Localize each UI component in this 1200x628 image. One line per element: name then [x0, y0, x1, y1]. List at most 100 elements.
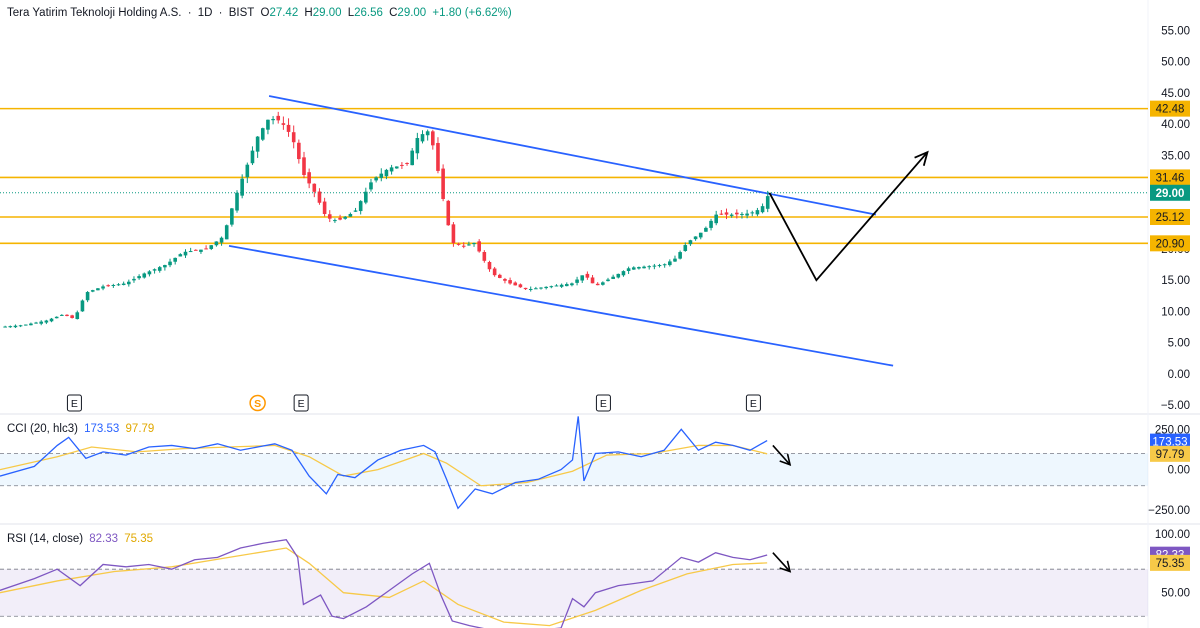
candle-body [90, 290, 95, 292]
candle-body [219, 237, 224, 243]
candle-body [389, 167, 394, 172]
candle-body [157, 267, 162, 271]
candle-body [23, 324, 28, 326]
candle-body [286, 124, 291, 132]
candle-body [606, 279, 610, 282]
candle-body [271, 118, 275, 121]
price-tick-label: 10.00 [1161, 306, 1190, 318]
candle-body [96, 288, 100, 291]
candle-body [209, 245, 214, 249]
candle-body [152, 269, 157, 271]
candle-body [436, 142, 440, 171]
candle-body [137, 276, 141, 279]
candles-group [3, 111, 770, 329]
candle-body [302, 157, 306, 175]
candle-body [662, 264, 667, 266]
cci-tick-label: 0.00 [1168, 465, 1190, 477]
candle-body [260, 128, 265, 140]
channel-upper-line [268, 95, 877, 216]
candle-body [147, 271, 152, 275]
candle-body [173, 257, 177, 262]
candle-body [740, 213, 744, 215]
split-event-marker [249, 394, 266, 412]
cci-legend: CCI (20, hlc3) 173.53 97.79 [7, 423, 157, 435]
price-tick-label: −5.00 [1161, 400, 1190, 412]
candle-body [384, 169, 389, 177]
high-value: 29.00 [312, 7, 342, 19]
candle-body [472, 243, 476, 245]
candle-body [626, 268, 631, 272]
high-label: H [304, 7, 313, 19]
candle-body [575, 279, 579, 283]
low-value: 26.56 [354, 7, 383, 19]
candle-body [631, 267, 636, 270]
earnings-event-marker [66, 394, 82, 412]
rsi-ma-value: 75.35 [124, 533, 154, 545]
candle-body [668, 261, 672, 266]
cci-band-fill [0, 453, 1148, 486]
candle-body [451, 224, 456, 244]
candle-body [487, 261, 492, 270]
price-legend: Tera Yatirim Teknoloji Holding A.S. · 1D… [7, 7, 512, 19]
candle-body [338, 217, 342, 220]
candle-body [116, 284, 121, 286]
candle-body [379, 173, 384, 178]
candle-body [585, 273, 590, 278]
rsi-ma-value-label: 75.35 [1156, 558, 1185, 570]
candle-body [70, 315, 74, 318]
candle-body [307, 172, 311, 184]
candle-body [49, 318, 54, 322]
cci-tick-label: 250.00 [1155, 424, 1190, 436]
open-label: O [260, 7, 270, 19]
cci-ma-line [0, 444, 768, 487]
change-value: +1.80 (+6.62%) [432, 7, 512, 19]
candle-body [621, 271, 626, 276]
candle-body [80, 300, 85, 312]
candle-body [65, 314, 69, 317]
candle-body [85, 292, 90, 301]
candle-body [760, 206, 765, 213]
candle-body [642, 266, 646, 269]
candle-body [358, 201, 363, 212]
level-price-label: 42.48 [1156, 104, 1185, 116]
candle-body [29, 323, 33, 326]
candle-body [446, 200, 451, 226]
candle-body [580, 275, 585, 281]
price-tick-label: 55.00 [1161, 25, 1190, 37]
candle-body [394, 166, 399, 169]
candle-body [410, 150, 414, 166]
event-marker-label: S [254, 398, 261, 410]
candle-body [735, 212, 739, 215]
cci-value: 173.53 [84, 423, 120, 435]
candle-body [111, 284, 116, 286]
cci-line [0, 416, 768, 510]
exchange: BIST [228, 7, 255, 19]
candle-body [647, 266, 652, 268]
candle-body [673, 258, 677, 262]
candle-body [549, 286, 554, 288]
candle-body [750, 212, 755, 214]
price-tick-label: 35.00 [1161, 150, 1190, 162]
rsi-line [0, 539, 768, 628]
candle-body [3, 326, 7, 328]
candle-body [163, 265, 167, 268]
price-tick-label: 5.00 [1168, 338, 1190, 350]
candle-body [657, 265, 662, 267]
price-tick-label: 45.00 [1161, 88, 1190, 100]
channel-lower-line [228, 244, 894, 367]
candle-body [724, 212, 729, 215]
candle-body [544, 286, 548, 289]
candle-body [8, 326, 13, 328]
candle-body [611, 276, 615, 280]
projection-zigzag [768, 151, 929, 282]
candle-body [482, 252, 487, 261]
candle-body [255, 136, 260, 152]
candle-body [704, 227, 708, 232]
candle-body [281, 123, 286, 125]
rsi-value: 82.33 [89, 533, 119, 545]
candle-body [276, 115, 281, 121]
candle-body [431, 131, 435, 146]
current-price-label: 29.00 [1156, 188, 1185, 200]
candle-body [312, 183, 317, 192]
